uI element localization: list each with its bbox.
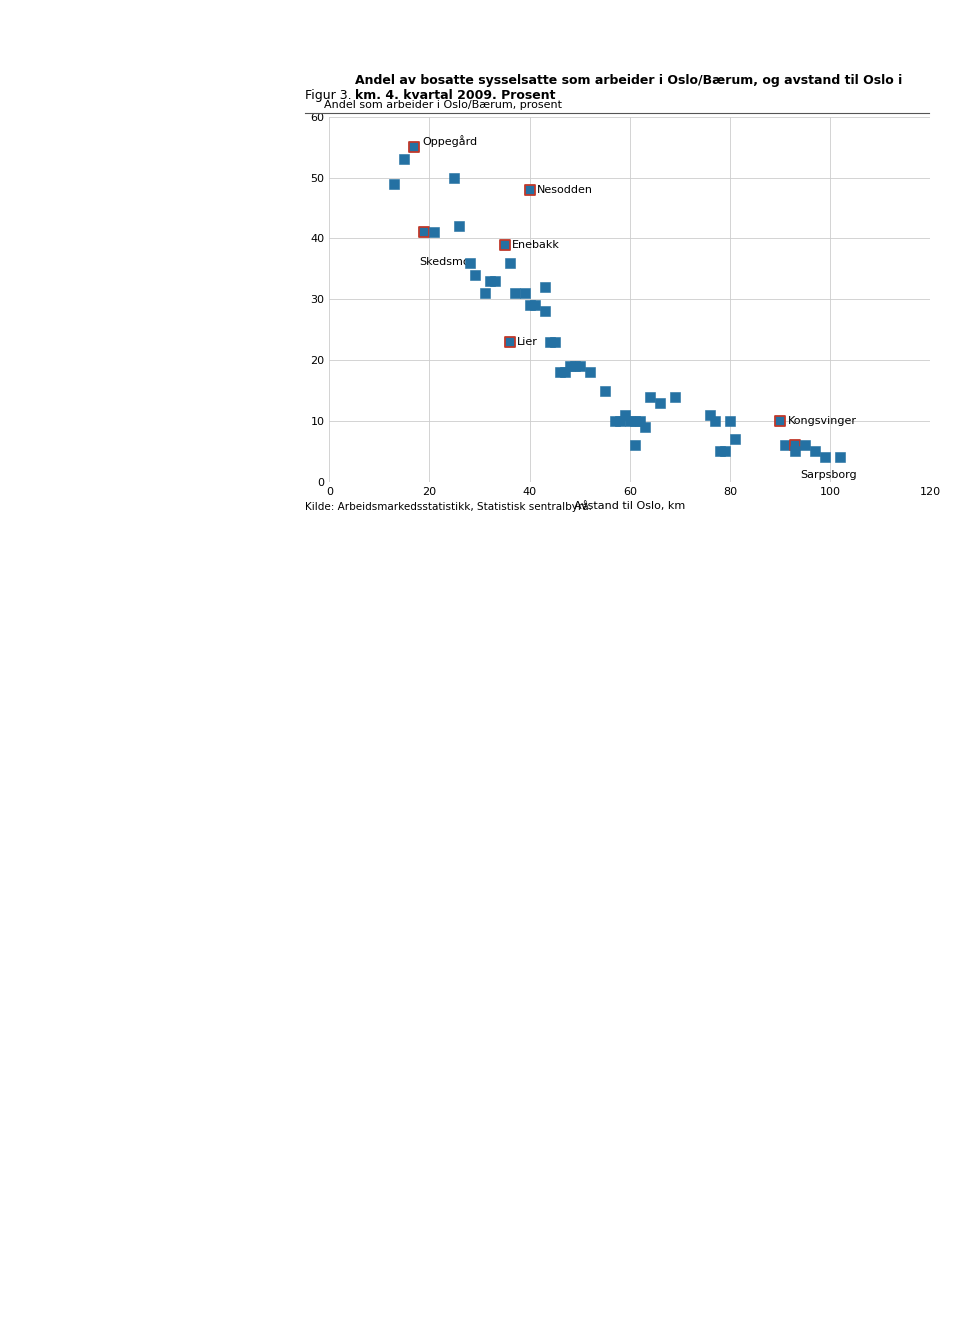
Point: [552, 361, 567, 382]
Text: Lier: Lier: [517, 337, 538, 346]
Point: [582, 361, 597, 382]
Point: [708, 411, 723, 432]
Point: [516, 282, 532, 303]
Point: [702, 404, 717, 425]
Point: [387, 173, 402, 195]
Point: [547, 331, 563, 353]
Point: [798, 435, 813, 456]
Point: [622, 411, 637, 432]
Point: [407, 137, 422, 158]
Point: [717, 440, 732, 462]
Text: Kilde: Arbeidsmarkedsstatistikk, Statistisk sentralbyrå.: Kilde: Arbeidsmarkedsstatistikk, Statist…: [305, 501, 592, 513]
Text: Skedsmo: Skedsmo: [420, 256, 470, 267]
Point: [632, 411, 647, 432]
Point: [537, 276, 552, 298]
Point: [627, 411, 642, 432]
Text: Oppegård: Oppegård: [422, 136, 477, 148]
Point: [542, 331, 558, 353]
Text: Kongsvinger: Kongsvinger: [787, 416, 856, 425]
X-axis label: Avstand til Oslo, km: Avstand til Oslo, km: [574, 501, 685, 511]
Point: [477, 282, 492, 303]
Text: Nesodden: Nesodden: [537, 185, 593, 195]
Point: [642, 386, 658, 408]
Point: [557, 361, 572, 382]
Text: Sarpsborg: Sarpsborg: [800, 470, 856, 479]
Point: [527, 295, 542, 317]
Point: [562, 356, 577, 377]
Point: [597, 380, 612, 401]
Point: [778, 435, 793, 456]
Point: [637, 416, 653, 437]
Point: [417, 221, 432, 243]
Text: Enebakk: Enebakk: [512, 239, 560, 250]
Point: [807, 440, 823, 462]
Point: [507, 282, 522, 303]
Point: [446, 166, 462, 188]
Point: [502, 252, 517, 274]
Point: [652, 392, 667, 413]
Point: [396, 149, 412, 170]
Point: [537, 301, 552, 322]
Point: [787, 435, 803, 456]
Point: [728, 428, 743, 450]
Text: Andel som arbeider i Oslo/Bærum, prosent: Andel som arbeider i Oslo/Bærum, prosent: [324, 101, 563, 110]
Text: Figur 3.: Figur 3.: [305, 89, 356, 102]
Point: [607, 411, 622, 432]
Point: [522, 178, 538, 200]
Point: [497, 234, 513, 255]
Point: [467, 264, 482, 286]
Point: [572, 356, 588, 377]
Point: [667, 386, 683, 408]
Point: [627, 435, 642, 456]
Point: [452, 216, 468, 238]
Point: [427, 221, 443, 243]
Point: [502, 331, 517, 353]
Point: [817, 447, 832, 468]
Point: [722, 411, 737, 432]
Point: [712, 440, 728, 462]
Point: [567, 356, 583, 377]
Text: Andel av bosatte sysselsatte som arbeider i Oslo/Bærum, og avstand til Oslo i
km: Andel av bosatte sysselsatte som arbeide…: [355, 74, 902, 102]
Point: [787, 440, 803, 462]
Point: [522, 295, 538, 317]
Point: [617, 404, 633, 425]
Point: [487, 270, 502, 291]
Point: [482, 270, 497, 291]
Point: [612, 411, 628, 432]
Point: [462, 252, 477, 274]
Point: [832, 447, 848, 468]
Point: [772, 411, 787, 432]
